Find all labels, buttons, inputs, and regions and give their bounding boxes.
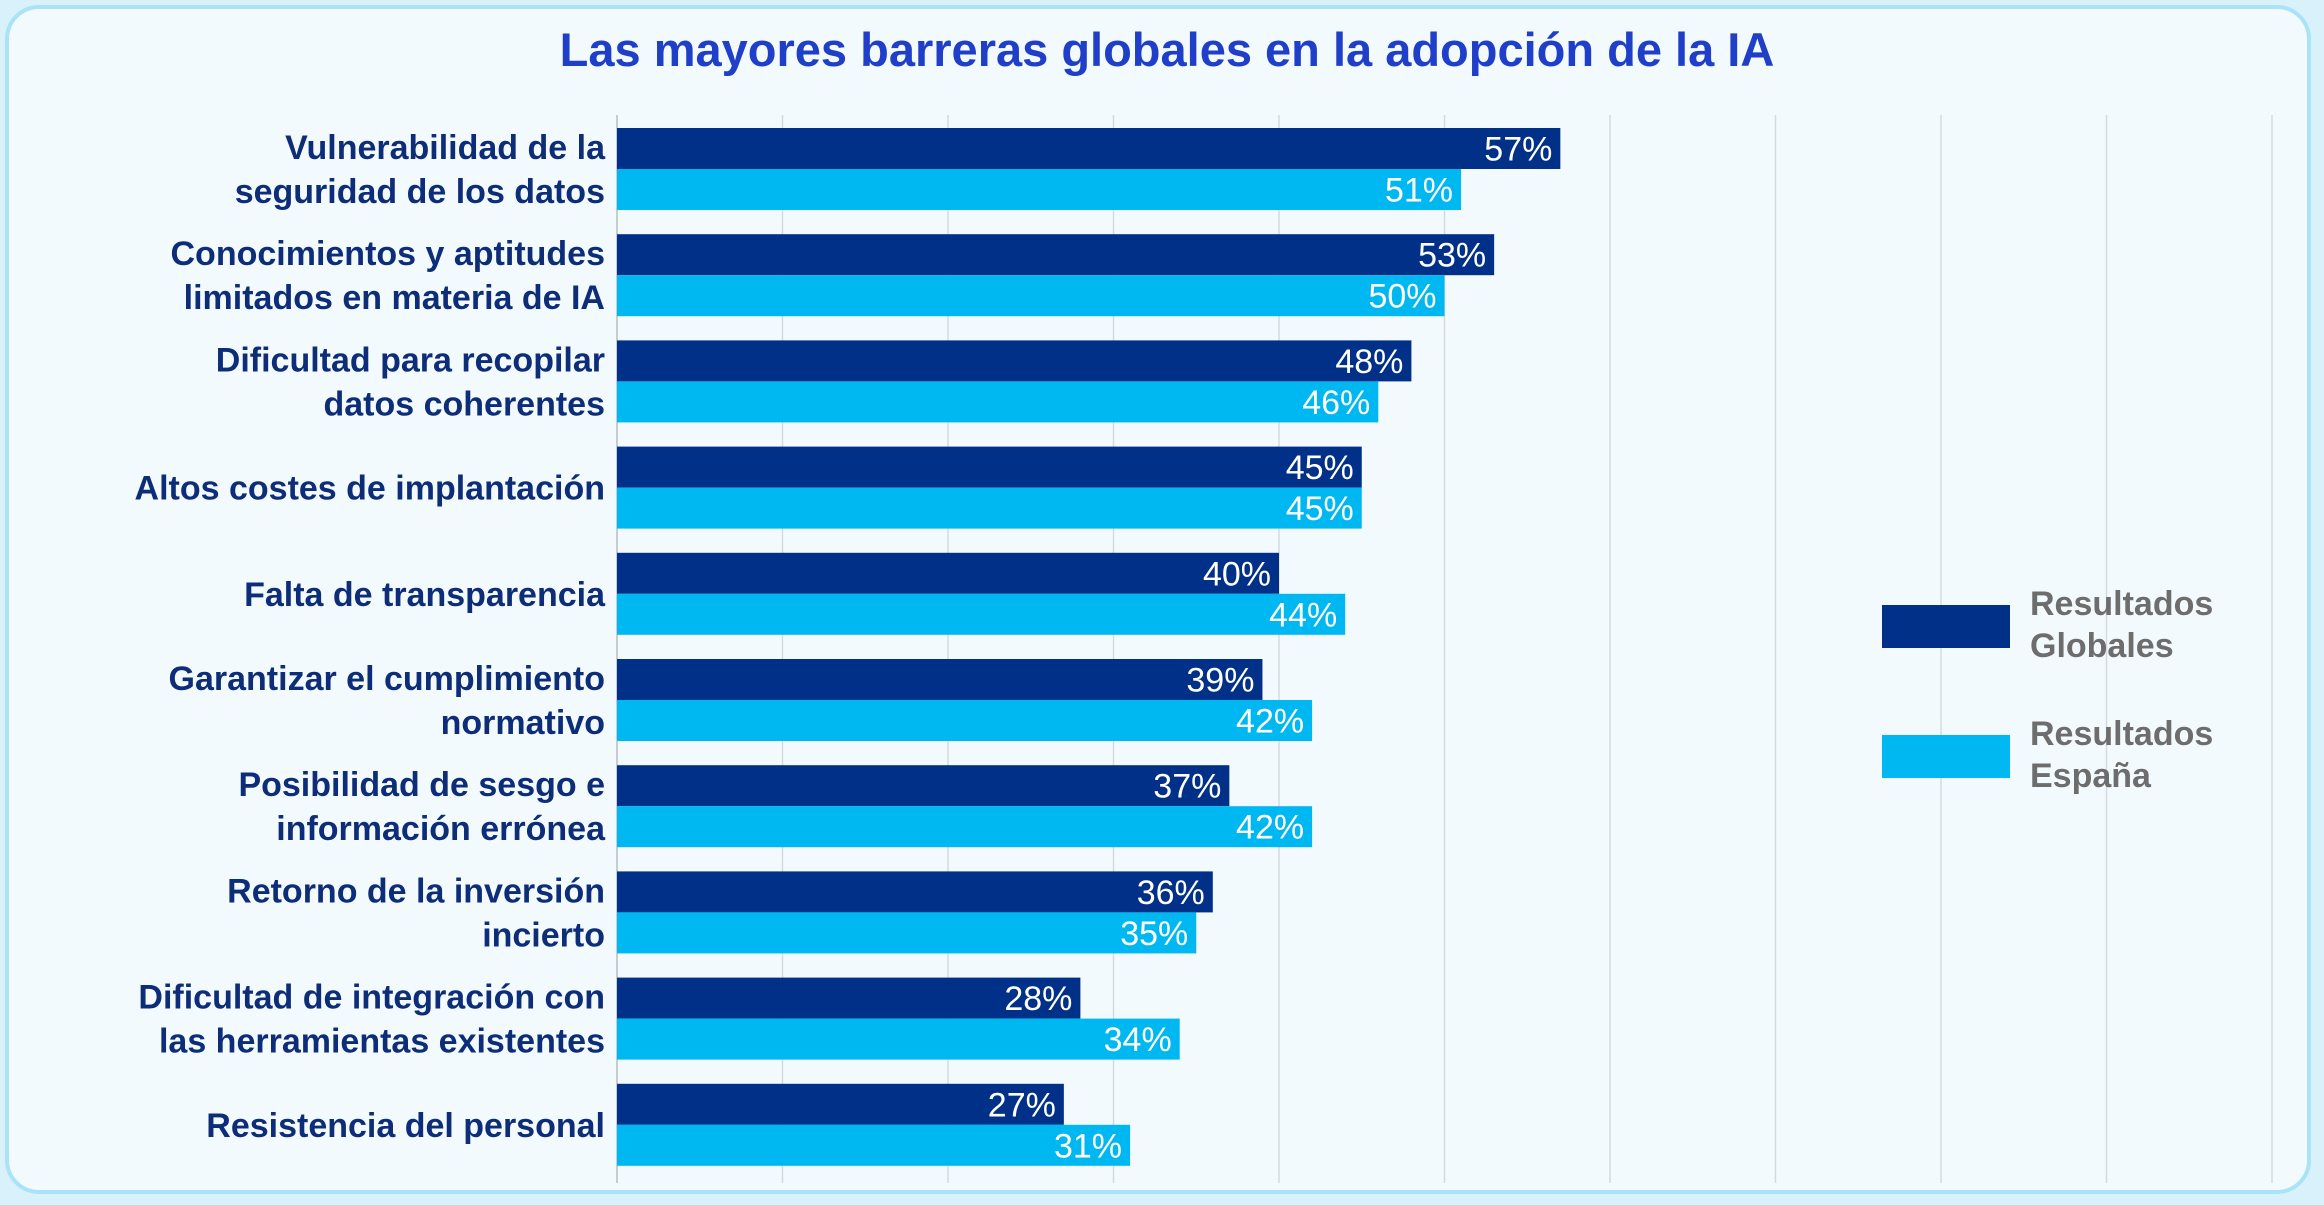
bar-value-label: 34% [1104, 1021, 1172, 1059]
bar-resultados-espana [617, 169, 1462, 210]
bar-value-label: 51% [1385, 172, 1453, 210]
bars: 57% 53% 48% 45% 40% 39% 37% 36% 28% 27% 51% 50% 46% 4… [617, 128, 1561, 1166]
bar-value-label: 45% [1286, 490, 1354, 528]
bar-value-label: 53% [1418, 237, 1486, 275]
bar-value-label: 42% [1236, 703, 1304, 741]
bar-value-label: 40% [1203, 555, 1271, 593]
legend-label: Resultados [2030, 585, 2213, 623]
bar-resultados-globales [617, 552, 1279, 594]
bar-resultados-globales [617, 446, 1362, 488]
category-label: Vulnerabilidad de la [285, 129, 606, 167]
bar-resultados-globales [617, 340, 1412, 382]
bar-value-label: 57% [1484, 131, 1552, 169]
category-label: Dificultad para recopilar [216, 341, 605, 379]
bar-resultados-espana [617, 275, 1445, 317]
bar-resultados-globales [617, 977, 1081, 1019]
category-label: las herramientas existentes [159, 1023, 605, 1061]
bar-resultados-globales [617, 234, 1495, 276]
category-label: Conocimientos y aptitudes [171, 235, 606, 273]
chart-title: Las mayores barreras globales en la adop… [560, 23, 1775, 76]
legend: Resultados Globales Resultados España [1882, 585, 2213, 795]
category-label: Altos costes de implantación [135, 470, 605, 508]
bar-value-label: 48% [1335, 343, 1403, 381]
bar-value-label: 39% [1186, 662, 1254, 700]
category-label: Falta de transparencia [244, 576, 606, 614]
legend-swatch-resultados-espana [1882, 735, 2010, 778]
category-label: Posibilidad de sesgo e [238, 766, 605, 804]
bar-value-label: 37% [1153, 768, 1221, 806]
category-label: normativo [441, 704, 605, 742]
bar-resultados-globales [617, 765, 1230, 807]
category-label: información errónea [276, 810, 606, 848]
bar-value-label: 44% [1269, 596, 1337, 634]
bar-value-label: 28% [1004, 980, 1072, 1018]
bar-resultados-espana [617, 700, 1313, 741]
bar-resultados-globales [617, 659, 1263, 700]
bar-value-label: 45% [1286, 449, 1354, 487]
bar-resultados-globales [617, 1083, 1064, 1125]
legend-label: Globales [2030, 627, 2174, 665]
bar-value-label: 31% [1054, 1127, 1122, 1165]
bar-resultados-globales [617, 871, 1213, 913]
category-label: Garantizar el cumplimiento [169, 660, 605, 698]
category-labels: Vulnerabilidad de la seguridad de los dat… [135, 129, 607, 1145]
category-label: Resistencia del personal [206, 1107, 605, 1145]
bar-value-label: 27% [988, 1086, 1056, 1124]
category-label: Dificultad de integración con [138, 979, 605, 1017]
bar-resultados-espana [617, 593, 1346, 635]
bar-resultados-espana [617, 487, 1362, 529]
bar-value-label: 50% [1368, 278, 1436, 316]
bar-resultados-espana [617, 1018, 1180, 1060]
bar-resultados-espana [617, 381, 1379, 423]
bar-resultados-globales [617, 128, 1561, 169]
category-label: incierto [482, 916, 605, 954]
bar-resultados-espana [617, 1124, 1131, 1166]
category-label: seguridad de los datos [235, 173, 605, 211]
bar-value-label: 36% [1137, 874, 1205, 912]
category-label: limitados en materia de IA [184, 279, 605, 317]
legend-label: Resultados [2030, 715, 2213, 753]
legend-label: España [2030, 757, 2152, 795]
category-label: datos coherentes [323, 385, 605, 423]
category-label: Retorno de la inversión [227, 872, 605, 910]
bar-value-label: 42% [1236, 809, 1304, 847]
bar-value-label: 46% [1302, 384, 1370, 422]
bar-resultados-espana [617, 912, 1197, 954]
bar-value-label: 35% [1120, 915, 1188, 953]
bar-resultados-espana [617, 806, 1313, 848]
legend-swatch-resultados-globales [1882, 605, 2010, 648]
